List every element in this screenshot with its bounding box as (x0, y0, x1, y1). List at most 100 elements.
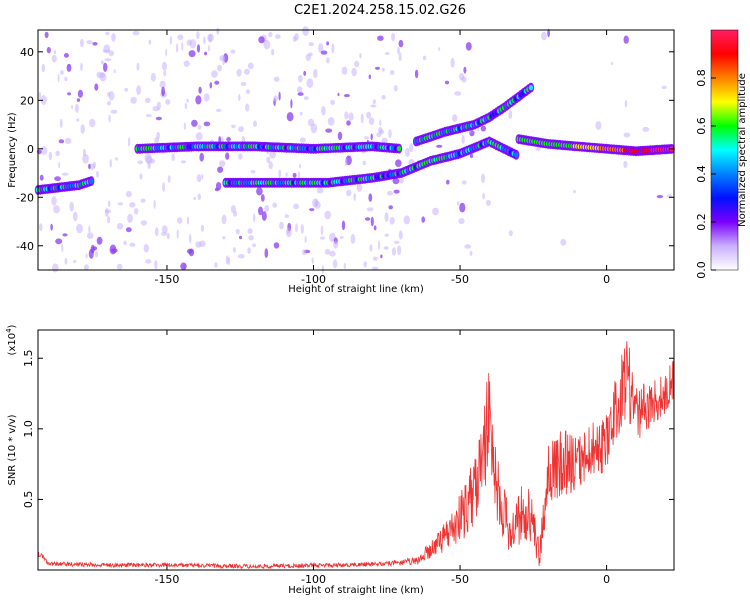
spectrogram-noise-blob (165, 99, 171, 105)
spectrogram-noise-blob (186, 98, 189, 103)
spectrogram-noise-blob (104, 58, 112, 62)
spectrogram-noise-blob (461, 135, 465, 144)
spectrogram-noise-blob (196, 44, 201, 53)
spectrogram-noise-blob (320, 225, 324, 236)
spectrogram-noise-blob (623, 35, 629, 44)
spectrogram-noise-blob (370, 133, 373, 141)
spectrogram-noise-blob (307, 118, 315, 127)
spectrogram-noise-blob (109, 244, 117, 255)
spectrogram-noise-blob (330, 99, 335, 106)
spectrogram-noise-blob (40, 95, 47, 105)
spectrogram-noise-blob (39, 223, 43, 232)
spectrogram-noise-blob (238, 126, 244, 133)
spectrogram-noise-blob (450, 57, 455, 68)
spectrogram-y-tick-label: 40 (20, 46, 34, 59)
spectrogram-noise-blob (395, 159, 402, 167)
spectrogram-noise-blob (106, 101, 112, 106)
spectrogram-noise-blob (333, 240, 339, 249)
spectrogram-noise-blob (391, 32, 396, 42)
spectrogram-noise-blob (236, 68, 242, 77)
spectrogram-noise-blob (92, 42, 98, 46)
spectrogram-noise-blob (216, 27, 220, 35)
spectrogram-noise-blob (459, 202, 466, 213)
spectrogram-noise-blob (295, 223, 298, 233)
spectrogram-noise-blob (573, 189, 576, 194)
spectrogram-track-core (528, 85, 534, 91)
spectrogram-noise-blob (64, 76, 68, 82)
spectrogram-noise-blob (656, 195, 664, 199)
snr-y-scale-label: (x104) (5, 324, 18, 355)
spectrogram-y-tick-label: 20 (20, 94, 34, 107)
spectrogram-noise-blob (161, 61, 167, 71)
spectrogram-noise-blob (299, 111, 303, 116)
spectrogram-noise-blob (197, 193, 201, 201)
spectrogram-noise-blob (232, 247, 236, 253)
spectrogram-noise-blob (214, 187, 219, 192)
spectrogram-noise-blob (200, 224, 205, 232)
spectrogram-noise-blob (375, 66, 380, 70)
spectrogram-noise-blob (298, 163, 301, 169)
spectrogram-noise-blob (55, 238, 63, 245)
spectrogram-noise-blob (292, 35, 297, 42)
colorbar-tick-label: 0.2 (695, 213, 708, 231)
spectrogram-noise-blob (377, 35, 384, 41)
spectrogram-noise-blob (156, 101, 161, 111)
spectrogram-noise-blob (320, 50, 328, 55)
spectrogram-noise-blob (464, 244, 472, 249)
spectrogram-noise-blob (64, 257, 68, 265)
spectrogram-noise-blob (369, 244, 373, 252)
spectrogram-noise-blob (297, 92, 304, 96)
spectrogram-noise-blob (379, 119, 382, 127)
spectrogram-noise-blob (218, 136, 222, 143)
spectrogram-noise-blob (184, 102, 188, 110)
spectrogram-noise-blob (253, 120, 257, 127)
spectrogram-noise-blob (376, 132, 382, 138)
spectrogram-noise-blob (247, 247, 251, 254)
spectrogram-noise-blob (195, 241, 202, 248)
spectrogram-noise-blob (165, 48, 168, 57)
spectrogram-noise-blob (82, 154, 89, 164)
spectrogram-noise-blob (183, 122, 186, 130)
spectrogram-noise-blob (149, 158, 156, 164)
spectrogram-noise-blob (188, 50, 196, 58)
spectrogram-noise-blob (326, 41, 329, 46)
spectrogram-noise-blob (61, 243, 64, 253)
spectrogram-noise-blob (203, 36, 206, 44)
spectrogram-noise-blob (38, 91, 42, 100)
colorbar-tick-label: 0.4 (695, 165, 708, 183)
spectrogram-noise-blob (363, 261, 368, 268)
spectrogram-noise-blob (297, 74, 303, 83)
spectrogram-track-core (514, 152, 519, 158)
spectrogram-noise-blob (481, 173, 485, 184)
spectrogram-noise-blob (214, 262, 218, 268)
spectrogram-x-tick-label: 0 (603, 273, 610, 286)
spectrogram-noise-blob (140, 220, 148, 226)
colorbar-tick-label: 0.8 (695, 69, 708, 87)
spectrogram-noise-blob (321, 105, 326, 116)
spectrogram-noise-blob (115, 157, 118, 161)
spectrogram-noise-blob (186, 39, 192, 46)
spectrogram-noise-blob (324, 248, 331, 255)
spectrogram-noise-blob (60, 70, 64, 75)
spectrogram-noise-blob (260, 194, 265, 202)
spectrogram-noise-blob (107, 216, 111, 224)
spectrogram-noise-blob (85, 253, 88, 259)
spectrogram-noise-blob (386, 190, 394, 196)
spectrogram-noise-blob (313, 69, 318, 78)
spectrogram-noise-blob (124, 87, 129, 92)
spectrogram-noise-blob (286, 227, 291, 235)
spectrogram-noise-blob (59, 118, 63, 128)
snr-x-tick-label: -50 (451, 573, 469, 586)
spectrogram-noise-blob (360, 113, 364, 124)
spectrogram-noise-blob (273, 242, 280, 249)
spectrogram-noise-blob (133, 208, 139, 215)
spectrogram-noise-blob (261, 211, 267, 221)
spectrogram-noise-blob (394, 240, 400, 244)
spectrogram-noise-blob (661, 85, 667, 90)
spectrogram-noise-blob (465, 42, 472, 51)
spectrogram-noise-blob (230, 49, 236, 54)
spectrogram-noise-blob (398, 39, 404, 48)
spectrogram-noise-blob (231, 124, 236, 129)
spectrogram-noise-blob (238, 235, 243, 240)
spectrogram-noise-blob (371, 266, 379, 270)
